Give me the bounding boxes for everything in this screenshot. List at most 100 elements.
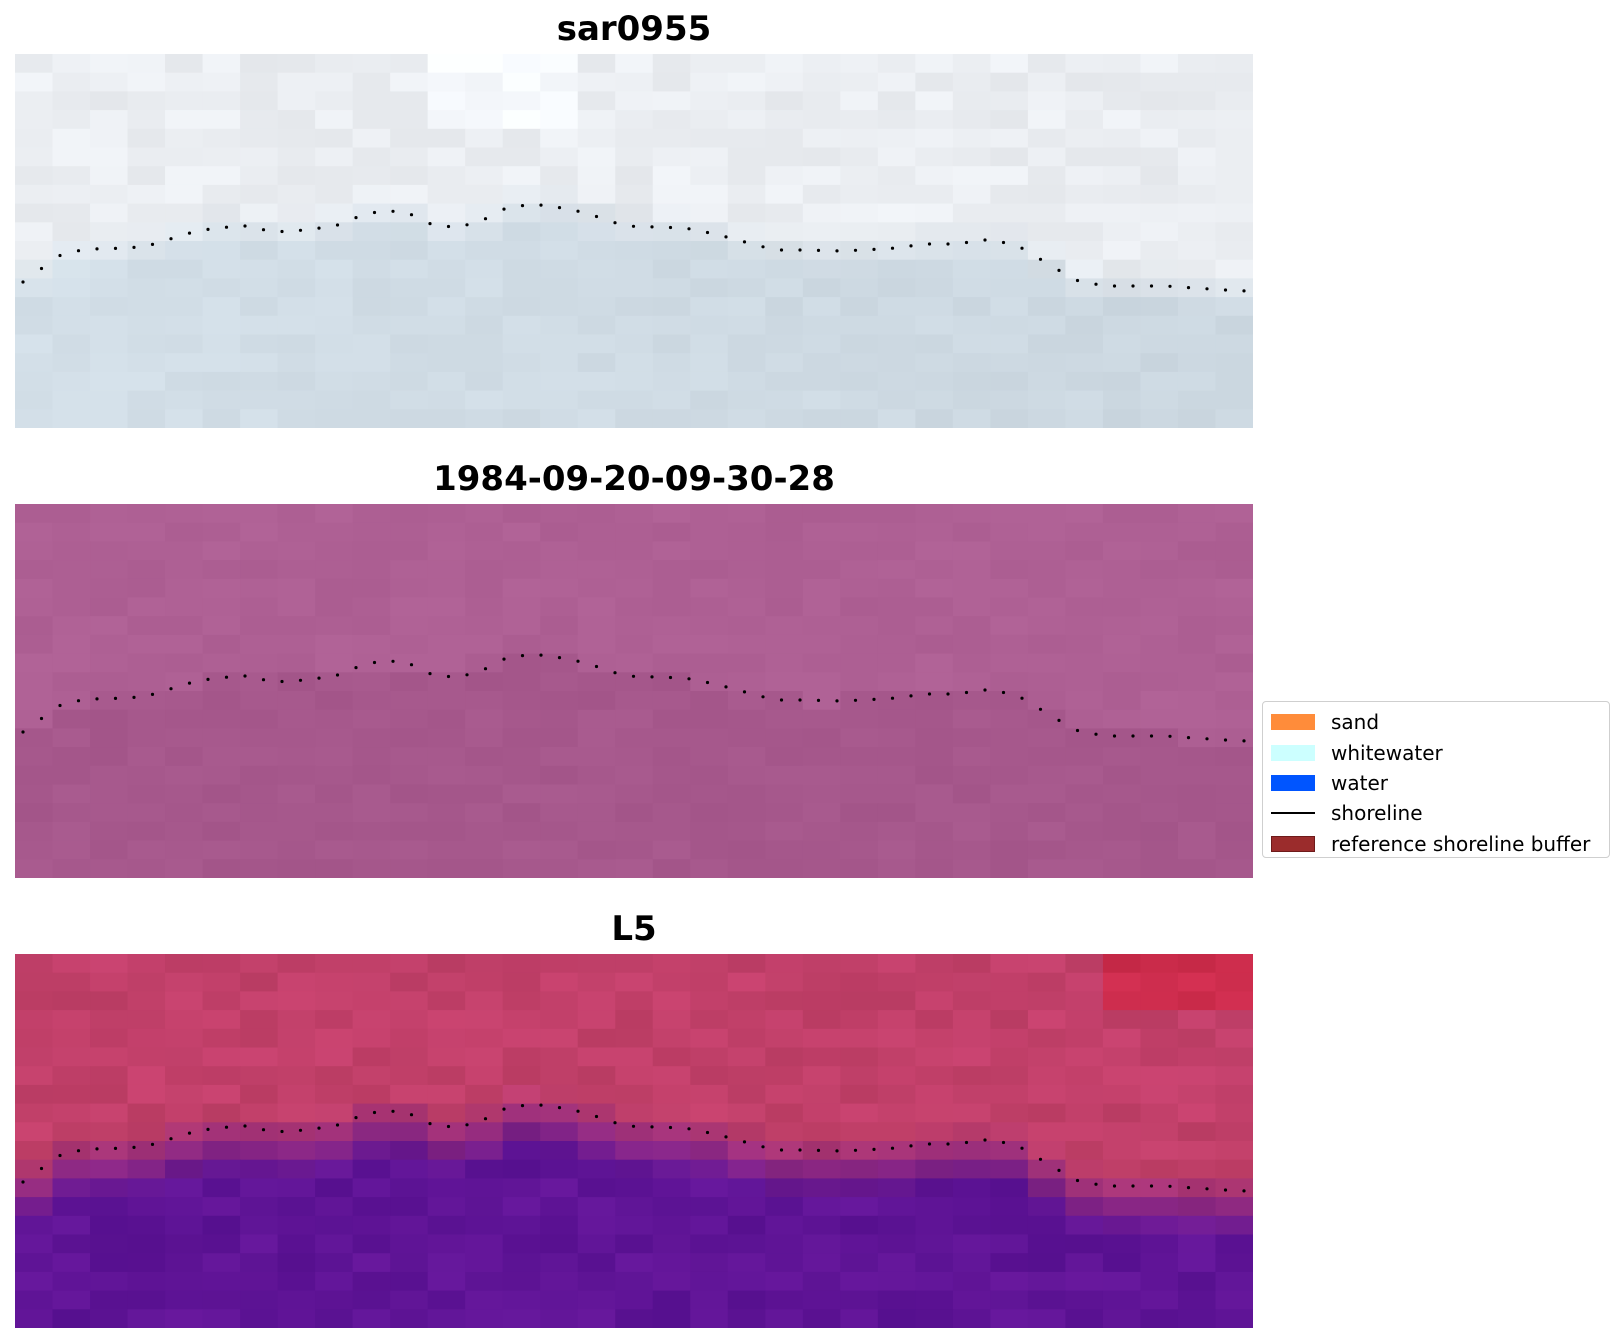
raster-cell: [315, 709, 354, 729]
raster-cell: [1102, 821, 1142, 842]
raster-cell: [502, 353, 541, 373]
raster-cell: [127, 709, 166, 729]
raster-cell: [352, 371, 391, 392]
raster-cell: [577, 241, 616, 261]
raster-cell: [15, 259, 54, 279]
raster-cell: [165, 504, 204, 524]
raster-cell: [1215, 371, 1253, 392]
raster-cell: [577, 747, 616, 767]
raster-cell: [1215, 597, 1253, 617]
raster-cell: [840, 1066, 879, 1086]
raster-cell: [127, 522, 166, 542]
raster-cell: [1177, 784, 1217, 804]
raster-cell: [652, 522, 691, 542]
raster-cell: [877, 91, 916, 111]
raster-cell: [240, 353, 279, 373]
raster-cell: [802, 821, 841, 842]
raster-cell: [202, 541, 241, 561]
raster-cell: [877, 1309, 916, 1328]
raster-cell: [240, 203, 279, 223]
raster-cell: [1102, 1010, 1142, 1030]
raster-cell: [802, 241, 841, 261]
raster-cell: [1140, 578, 1179, 599]
raster-cell: [427, 184, 466, 205]
raster-cell: [502, 821, 541, 842]
raster-cell: [577, 504, 616, 524]
raster-cell: [315, 634, 354, 655]
raster-cell: [540, 747, 579, 767]
raster-cell: [277, 409, 316, 428]
shoreline-point: [798, 1148, 802, 1152]
raster-cell: [1177, 803, 1217, 823]
raster-cell: [1140, 653, 1179, 673]
raster-cell: [277, 560, 316, 580]
raster-cell: [240, 1215, 279, 1236]
raster-cell: [577, 166, 616, 186]
raster-cell: [352, 634, 391, 655]
raster-cell: [1027, 54, 1067, 74]
raster-cell: [165, 765, 204, 786]
raster-cell: [165, 1271, 204, 1292]
raster-cell: [915, 1253, 954, 1273]
raster-cell: [952, 1234, 991, 1254]
raster-cell: [165, 1028, 204, 1049]
raster-cell: [727, 297, 766, 317]
shoreline-point: [1038, 1157, 1043, 1161]
raster-cell: [352, 184, 391, 205]
raster-cell: [840, 371, 879, 392]
raster-cell: [52, 578, 91, 599]
raster-cell: [352, 691, 391, 711]
raster-cell: [840, 747, 879, 767]
raster-cell: [1027, 821, 1067, 842]
raster-cell: [1215, 954, 1253, 974]
raster-cell: [615, 1159, 654, 1179]
raster-cell: [1102, 91, 1142, 111]
raster-cell: [952, 709, 991, 729]
raster-cell: [577, 972, 616, 992]
raster-cell: [15, 184, 54, 205]
raster-cell: [765, 1103, 804, 1123]
raster-cell: [1102, 128, 1142, 149]
raster-cell: [877, 278, 916, 298]
raster-cell: [1140, 110, 1179, 130]
raster-cell: [990, 353, 1029, 373]
raster-cell: [277, 1309, 316, 1328]
raster-cell: [540, 54, 579, 74]
raster-cell: [15, 241, 54, 261]
raster-cell: [615, 1028, 654, 1049]
raster-cell: [615, 390, 654, 410]
raster-cell: [277, 991, 316, 1011]
raster-cell: [1102, 390, 1142, 410]
shoreline-point: [113, 246, 118, 250]
raster-cell: [90, 315, 129, 336]
shoreline-point: [372, 660, 377, 665]
raster-cell: [277, 765, 316, 786]
raster-cell: [990, 1253, 1029, 1273]
raster-cell: [1102, 1253, 1142, 1273]
raster-cell: [352, 1159, 391, 1179]
raster-cell: [15, 972, 54, 992]
raster-cell: [915, 1141, 954, 1161]
shoreline-point: [206, 677, 210, 681]
raster-cell: [465, 128, 504, 149]
raster-cell: [840, 1309, 879, 1328]
raster-cell: [1027, 765, 1067, 786]
raster-cell: [390, 840, 429, 860]
raster-cell: [202, 1047, 241, 1067]
raster-cell: [1177, 1047, 1217, 1067]
raster-cell: [127, 297, 166, 317]
raster-cell: [1102, 803, 1142, 823]
raster-cell: [877, 522, 916, 542]
raster-cell: [202, 91, 241, 111]
raster-cell: [615, 1234, 654, 1254]
shoreline-point: [1223, 1188, 1228, 1192]
raster-cell: [52, 390, 91, 410]
raster-cell: [1027, 371, 1067, 392]
raster-cell: [202, 765, 241, 786]
raster-cell: [352, 1066, 391, 1086]
raster-cell: [540, 597, 579, 617]
raster-cell: [765, 709, 804, 729]
raster-cell: [652, 1309, 691, 1328]
raster-cell: [465, 859, 504, 878]
raster-cell: [1140, 241, 1179, 261]
